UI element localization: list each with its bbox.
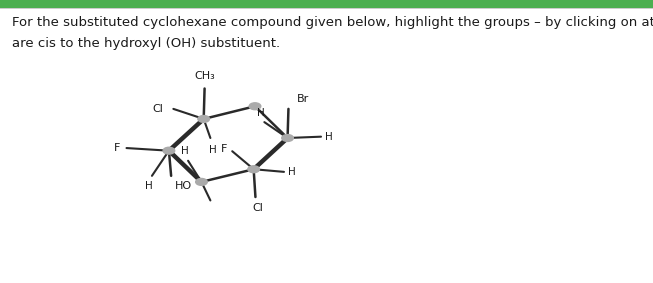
Text: Cl: Cl bbox=[153, 104, 163, 114]
Text: H: H bbox=[209, 145, 217, 155]
Circle shape bbox=[198, 115, 210, 122]
Text: F: F bbox=[114, 143, 120, 153]
Text: Cl: Cl bbox=[252, 203, 263, 213]
Text: F: F bbox=[221, 144, 227, 154]
Text: Br: Br bbox=[296, 94, 309, 104]
Text: CH₃: CH₃ bbox=[194, 71, 215, 81]
Circle shape bbox=[281, 134, 293, 142]
Text: H: H bbox=[325, 132, 333, 142]
Text: H: H bbox=[144, 181, 152, 191]
Circle shape bbox=[249, 103, 261, 110]
Text: H: H bbox=[289, 167, 296, 177]
Text: HO: HO bbox=[175, 181, 192, 191]
Text: are cis to the hydroxyl (OH) substituent.: are cis to the hydroxyl (OH) substituent… bbox=[12, 37, 280, 50]
Text: H: H bbox=[181, 146, 188, 156]
Circle shape bbox=[196, 179, 207, 185]
Circle shape bbox=[248, 166, 259, 173]
Text: H: H bbox=[257, 108, 264, 118]
Circle shape bbox=[163, 147, 175, 154]
Text: For the substituted cyclohexane compound given below, highlight the groups – by : For the substituted cyclohexane compound… bbox=[12, 16, 653, 29]
